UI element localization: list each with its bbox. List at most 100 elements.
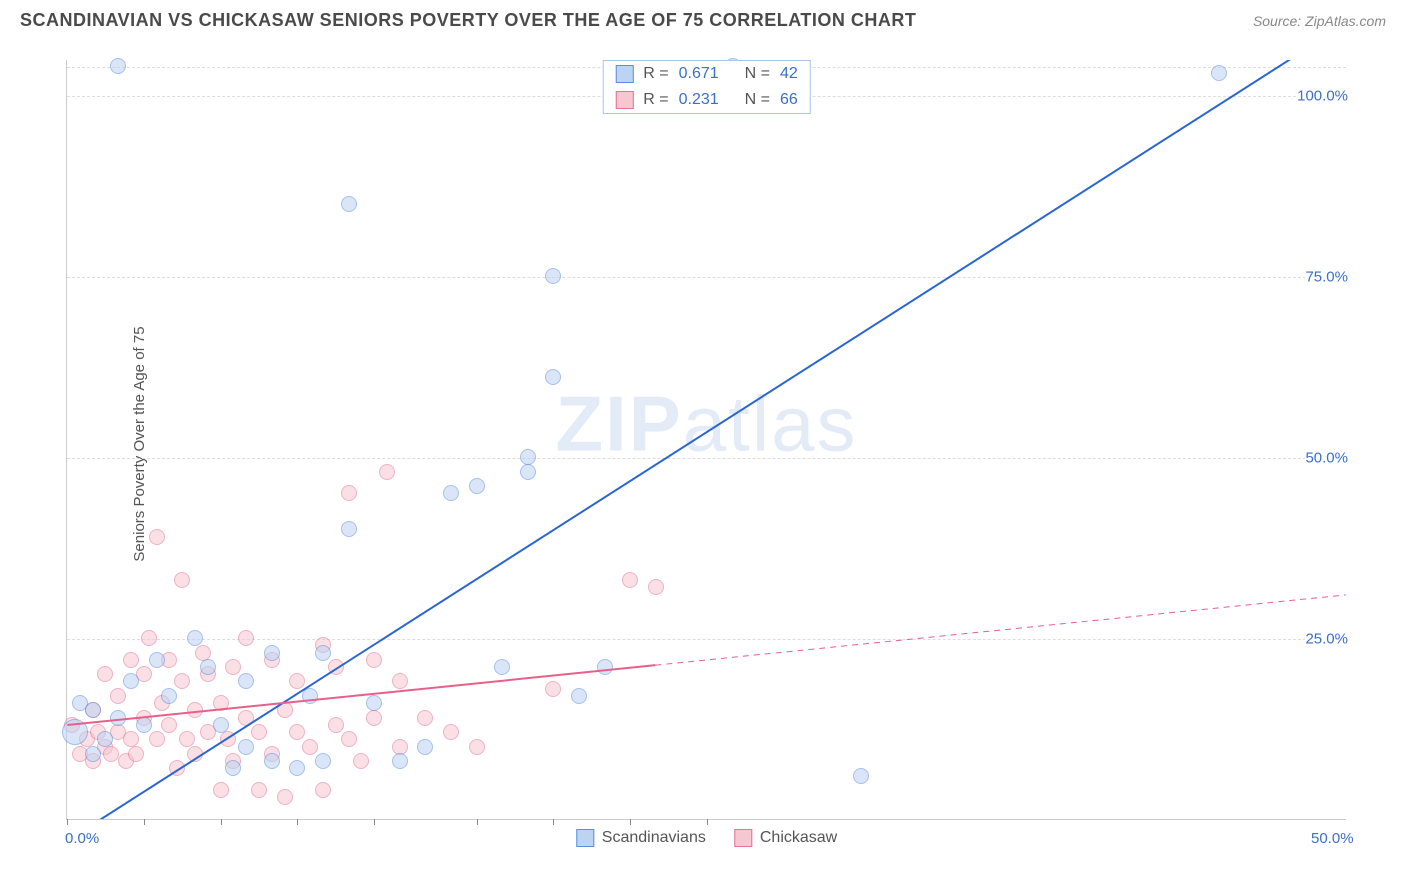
legend-correlation-row: R =0.671N =42 <box>603 61 809 87</box>
scatter-point <box>187 746 203 762</box>
scatter-point <box>187 630 203 646</box>
scatter-point <box>277 702 293 718</box>
scatter-point <box>238 630 254 646</box>
legend-series-item: Chickasaw <box>734 829 837 847</box>
header: SCANDINAVIAN VS CHICKASAW SENIORS POVERT… <box>0 0 1406 39</box>
scatter-point <box>622 572 638 588</box>
scatter-point <box>264 645 280 661</box>
scatter-point <box>315 645 331 661</box>
legend-n-value: 42 <box>780 65 798 83</box>
scatter-point <box>213 717 229 733</box>
legend-correlation: R =0.671N =42R =0.231N =66 <box>602 60 810 114</box>
scatter-point <box>469 739 485 755</box>
scatter-point <box>315 782 331 798</box>
plot-area: ZIPatlas R =0.671N =42R =0.231N =66 Scan… <box>66 60 1346 820</box>
scatter-point <box>289 760 305 776</box>
y-tick-label: 50.0% <box>1305 450 1350 467</box>
scatter-point <box>97 666 113 682</box>
scatter-point <box>341 485 357 501</box>
scatter-point <box>128 746 144 762</box>
gridline <box>67 639 1346 640</box>
x-tick-mark <box>374 819 375 825</box>
source-label: Source: ZipAtlas.com <box>1253 13 1386 29</box>
legend-swatch <box>615 91 633 109</box>
trend-line <box>67 665 655 725</box>
scatter-point <box>597 659 613 675</box>
scatter-point <box>648 579 664 595</box>
scatter-point <box>443 724 459 740</box>
scatter-point <box>443 485 459 501</box>
scatter-point <box>494 659 510 675</box>
legend-series: Scandinavians Chickasaw <box>576 829 837 847</box>
legend-swatch <box>615 65 633 83</box>
scatter-point <box>328 717 344 733</box>
scatter-point <box>341 731 357 747</box>
scatter-point <box>85 746 101 762</box>
scatter-point <box>853 768 869 784</box>
legend-r-value: 0.671 <box>679 65 727 83</box>
x-tick-label: 0.0% <box>65 830 99 847</box>
x-tick-label: 50.0% <box>1311 830 1354 847</box>
scatter-point <box>110 688 126 704</box>
gridline <box>67 277 1346 278</box>
trend-line <box>67 60 1345 819</box>
legend-swatch <box>576 829 594 847</box>
scatter-point <box>97 731 113 747</box>
scatter-point <box>366 695 382 711</box>
y-tick-label: 25.0% <box>1305 631 1350 648</box>
scatter-point <box>289 673 305 689</box>
scatter-point <box>200 659 216 675</box>
scatter-point <box>149 529 165 545</box>
legend-r-label: R = <box>643 91 668 109</box>
scatter-point <box>366 652 382 668</box>
scatter-point <box>213 695 229 711</box>
scatter-point <box>136 717 152 733</box>
scatter-point <box>302 739 318 755</box>
legend-series-label: Scandinavians <box>602 829 706 847</box>
scatter-point <box>379 464 395 480</box>
scatter-point <box>341 521 357 537</box>
scatter-point <box>141 630 157 646</box>
scatter-point <box>110 710 126 726</box>
chart-title: SCANDINAVIAN VS CHICKASAW SENIORS POVERT… <box>20 10 916 31</box>
trend-lines-layer <box>67 60 1346 819</box>
legend-series-label: Chickasaw <box>760 829 837 847</box>
legend-n-label: N = <box>745 65 770 83</box>
scatter-point <box>225 659 241 675</box>
scatter-point <box>238 739 254 755</box>
y-tick-label: 100.0% <box>1297 88 1350 105</box>
scatter-point <box>315 753 331 769</box>
scatter-point <box>571 688 587 704</box>
legend-n-value: 66 <box>780 91 798 109</box>
scatter-point <box>174 572 190 588</box>
x-tick-mark <box>707 819 708 825</box>
scatter-point <box>123 673 139 689</box>
scatter-point <box>161 688 177 704</box>
watermark: ZIPatlas <box>555 379 857 470</box>
scatter-point <box>392 753 408 769</box>
legend-n-label: N = <box>745 91 770 109</box>
y-tick-label: 75.0% <box>1305 269 1350 286</box>
scatter-point <box>251 782 267 798</box>
gridline <box>67 458 1346 459</box>
scatter-point <box>366 710 382 726</box>
x-tick-mark <box>144 819 145 825</box>
scatter-point <box>225 760 241 776</box>
legend-swatch <box>734 829 752 847</box>
legend-series-item: Scandinavians <box>576 829 706 847</box>
scatter-point <box>469 478 485 494</box>
scatter-point <box>302 688 318 704</box>
scatter-point <box>174 673 190 689</box>
legend-r-value: 0.231 <box>679 91 727 109</box>
scatter-point <box>328 659 344 675</box>
scatter-point <box>545 681 561 697</box>
scatter-point <box>1211 65 1227 81</box>
scatter-point <box>417 739 433 755</box>
scatter-point <box>545 369 561 385</box>
scatter-point <box>161 717 177 733</box>
scatter-point <box>392 673 408 689</box>
scatter-point <box>238 673 254 689</box>
x-tick-mark <box>67 819 68 825</box>
scatter-point <box>220 731 236 747</box>
scatter-point <box>213 782 229 798</box>
